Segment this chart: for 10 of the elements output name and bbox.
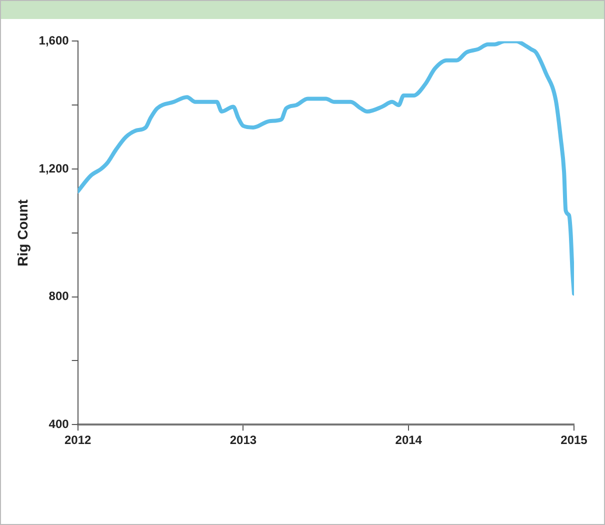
x-tick-label: 2013 [230,433,257,448]
x-tick-label: 2014 [395,433,422,448]
y-axis-title: Rig Count [14,199,30,266]
y-tick-label: 800 [48,289,70,304]
y-tick-label: 1,200 [38,161,70,176]
y-tick-label: 400 [48,416,70,431]
y-tick-label: 1,600 [38,34,70,48]
x-tick-label: 2015 [560,433,588,448]
x-tick-label: 2012 [64,433,92,448]
line-series [78,41,574,296]
